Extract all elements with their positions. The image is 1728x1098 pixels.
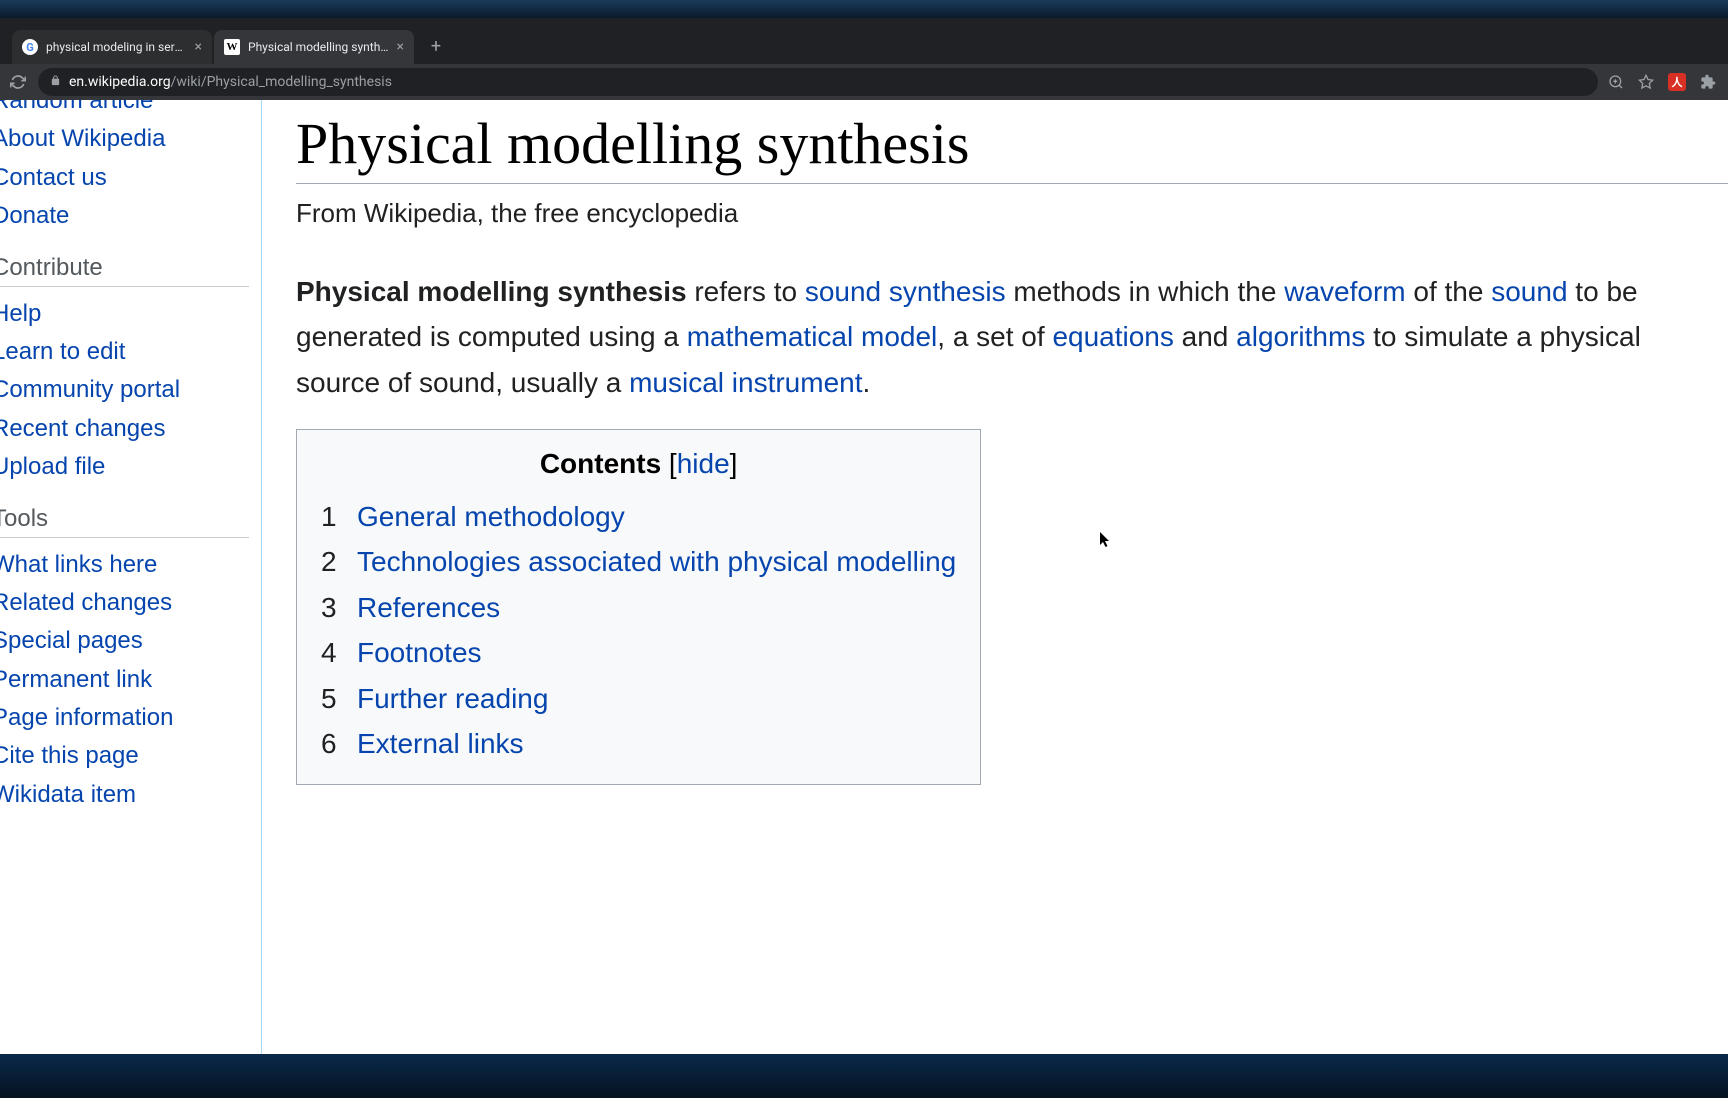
bookmark-star-icon[interactable] xyxy=(1638,74,1654,90)
window-bottom-strip xyxy=(0,1054,1728,1098)
browser-tab[interactable]: G physical modeling in serum - G × xyxy=(12,30,212,64)
article-title: Physical modelling synthesis xyxy=(296,110,1728,184)
zoom-icon[interactable] xyxy=(1608,74,1624,90)
wiki-link[interactable]: waveform xyxy=(1284,276,1405,307)
browser-tab-active[interactable]: W Physical modelling synthesis - × xyxy=(214,30,414,64)
close-tab-icon[interactable]: × xyxy=(195,39,202,55)
sidebar-link[interactable]: Wikidata item xyxy=(0,776,249,814)
sidebar-link[interactable]: Donate xyxy=(0,197,249,235)
wikipedia-favicon-icon: W xyxy=(224,39,240,55)
extension-badge-icon[interactable]: 人 xyxy=(1668,73,1686,91)
toc-title: Contents xyxy=(540,448,661,479)
sidebar-link[interactable]: Special pages xyxy=(0,622,249,660)
tab-title: physical modeling in serum - G xyxy=(46,40,187,54)
toc-link[interactable]: General methodology xyxy=(357,494,625,539)
url-field[interactable]: en.wikipedia.org/wiki/Physical_modelling… xyxy=(38,68,1598,96)
toc-item: 5Further reading xyxy=(321,676,956,721)
article-lead-paragraph: Physical modelling synthesis refers to s… xyxy=(296,269,1728,405)
sidebar-link[interactable]: Learn to edit xyxy=(0,333,249,371)
sidebar-link[interactable]: Help xyxy=(0,295,249,333)
page-content: Random article About Wikipedia Contact u… xyxy=(0,100,1728,1054)
wiki-link[interactable]: sound synthesis xyxy=(805,276,1006,307)
sidebar-link[interactable]: Recent changes xyxy=(0,410,249,448)
sidebar-link[interactable]: What links here xyxy=(0,546,249,584)
bold-term: Physical modelling synthesis xyxy=(296,276,687,307)
sidebar-link[interactable]: Upload file xyxy=(0,448,249,486)
toc-item: 3References xyxy=(321,585,956,630)
sidebar-link[interactable]: Contact us xyxy=(0,159,249,197)
reload-icon[interactable] xyxy=(8,72,28,92)
wiki-link[interactable]: algorithms xyxy=(1236,321,1365,352)
toc-link[interactable]: External links xyxy=(357,721,524,766)
article-main: Physical modelling synthesis From Wikipe… xyxy=(262,100,1728,1054)
sidebar-link[interactable]: Community portal xyxy=(0,371,249,409)
sidebar-heading-contribute: Contribute xyxy=(0,254,249,287)
new-tab-button[interactable]: + xyxy=(422,32,450,60)
wiki-link[interactable]: sound xyxy=(1491,276,1567,307)
toc-item: 6External links xyxy=(321,721,956,766)
toc-hide-link[interactable]: hide xyxy=(677,448,730,479)
extensions-icon[interactable] xyxy=(1700,74,1716,90)
wiki-link[interactable]: musical instrument xyxy=(629,367,862,398)
toc-link[interactable]: Technologies associated with physical mo… xyxy=(357,539,956,584)
lock-icon xyxy=(50,75,61,89)
toc-item: 1General methodology xyxy=(321,494,956,539)
wikipedia-sidebar: Random article About Wikipedia Contact u… xyxy=(0,100,262,1054)
table-of-contents: Contents [hide] 1General methodology 2Te… xyxy=(296,429,981,785)
toc-list: 1General methodology 2Technologies assoc… xyxy=(321,494,956,766)
toc-link[interactable]: References xyxy=(357,585,500,630)
sidebar-link[interactable]: Related changes xyxy=(0,584,249,622)
window-top-strip xyxy=(0,0,1728,18)
toc-link[interactable]: Further reading xyxy=(357,676,548,721)
tab-title: Physical modelling synthesis - xyxy=(248,40,389,54)
toc-header: Contents [hide] xyxy=(321,448,956,480)
google-favicon-icon: G xyxy=(22,39,38,55)
address-bar: en.wikipedia.org/wiki/Physical_modelling… xyxy=(0,64,1728,100)
toolbar-icons: 人 xyxy=(1608,73,1720,91)
tab-bar: G physical modeling in serum - G × W Phy… xyxy=(0,18,1728,64)
sidebar-link[interactable]: Cite this page xyxy=(0,737,249,775)
wiki-link[interactable]: equations xyxy=(1052,321,1173,352)
article-subtitle: From Wikipedia, the free encyclopedia xyxy=(296,198,1728,229)
sidebar-link[interactable]: Page information xyxy=(0,699,249,737)
browser-chrome: G physical modeling in serum - G × W Phy… xyxy=(0,18,1728,100)
sidebar-link[interactable]: About Wikipedia xyxy=(0,120,249,158)
sidebar-link[interactable]: Permanent link xyxy=(0,661,249,699)
sidebar-link[interactable]: Random article xyxy=(0,100,249,120)
toc-item: 4Footnotes xyxy=(321,630,956,675)
toc-item: 2Technologies associated with physical m… xyxy=(321,539,956,584)
wiki-link[interactable]: mathematical model xyxy=(687,321,938,352)
toc-link[interactable]: Footnotes xyxy=(357,630,482,675)
sidebar-heading-tools: Tools xyxy=(0,505,249,538)
close-tab-icon[interactable]: × xyxy=(397,39,404,55)
url-text: en.wikipedia.org/wiki/Physical_modelling… xyxy=(69,74,392,90)
